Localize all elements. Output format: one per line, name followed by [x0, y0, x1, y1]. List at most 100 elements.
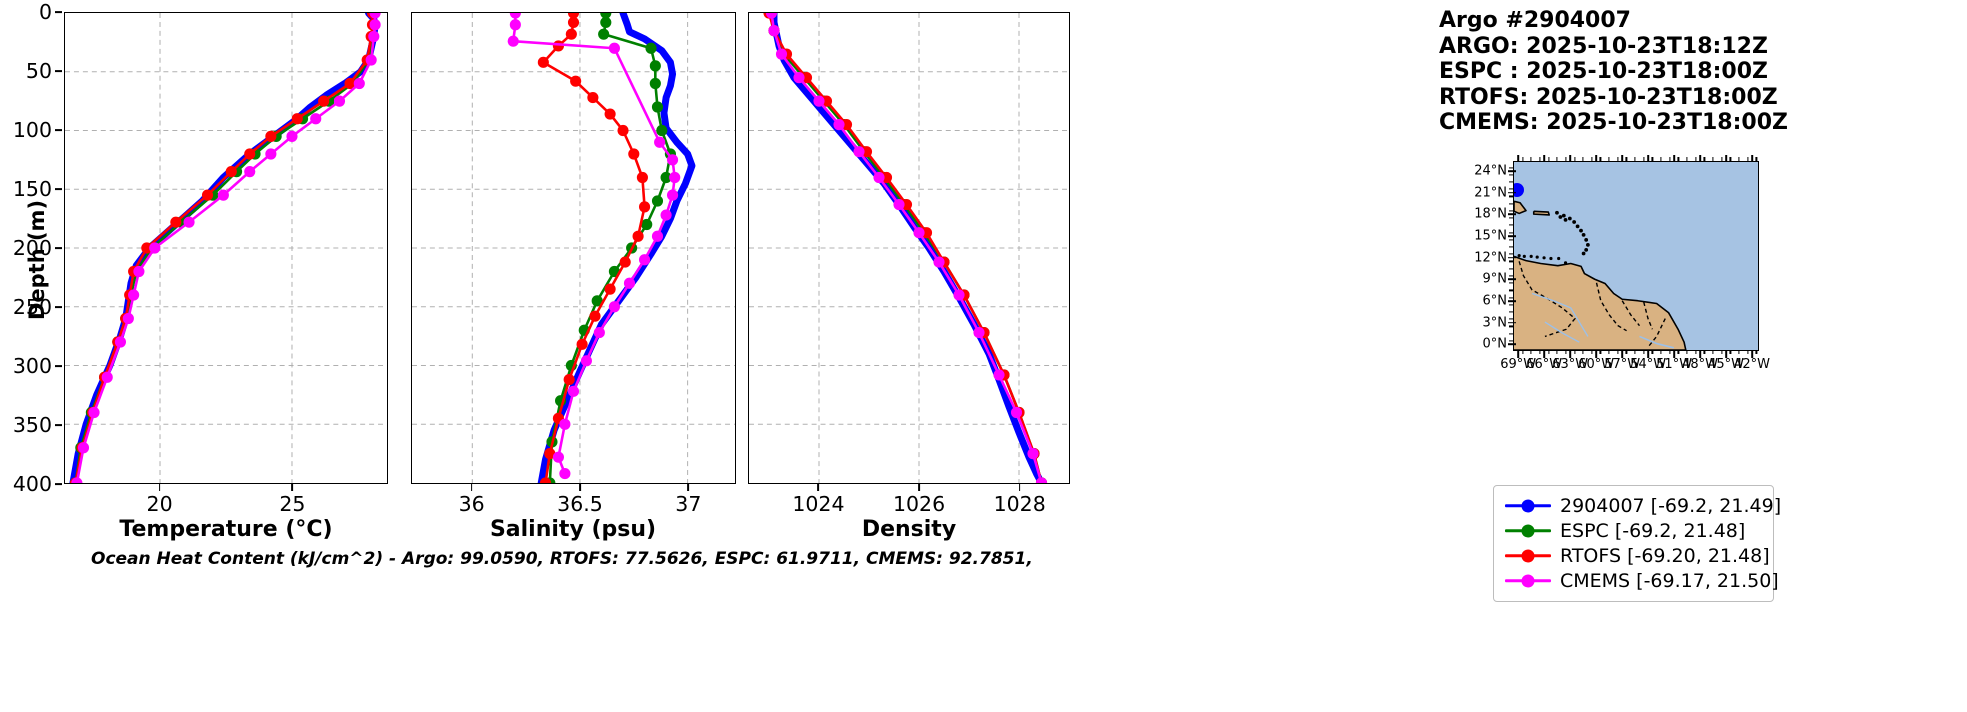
- legend-item[interactable]: CMEMS [-69.17, 21.50]: [1505, 568, 1779, 593]
- map-minor-tick: [1509, 340, 1513, 342]
- map-minor-tick: [1643, 350, 1645, 354]
- series-marker: [570, 75, 582, 87]
- map-feature: [1647, 318, 1666, 348]
- series-marker: [649, 60, 661, 72]
- map-minor-tick: [1509, 253, 1513, 255]
- map-feature: [1531, 292, 1589, 337]
- map-minor-tick: [1677, 157, 1680, 161]
- map-minor-tick: [1669, 157, 1671, 161]
- depth-tick-label: 250: [12, 295, 52, 319]
- x-tick-mark: [291, 484, 294, 491]
- temperature-plot: [65, 13, 387, 483]
- map-minor-tick: [1651, 157, 1654, 161]
- map-feature: [1621, 300, 1641, 327]
- map-feature: [1514, 200, 1527, 215]
- series-marker: [368, 30, 380, 43]
- depth-tick-label: 350: [12, 413, 52, 437]
- x-tick-label: 36.5: [557, 492, 603, 516]
- map-lon-tick-top: [1621, 155, 1623, 162]
- map-minor-tick: [1556, 157, 1558, 161]
- series-marker: [1010, 406, 1023, 419]
- legend-item[interactable]: 2904007 [-69.2, 21.49]: [1505, 493, 1781, 518]
- map-minor-tick: [1509, 188, 1513, 190]
- x-tick-mark: [470, 484, 473, 491]
- series-line: [69, 13, 379, 483]
- series-marker: [893, 198, 905, 211]
- density-plot: [749, 13, 1069, 483]
- density-panel: [748, 12, 1070, 484]
- map-lon-tick: [1595, 350, 1597, 358]
- map-island: [1575, 224, 1580, 229]
- series-marker: [638, 254, 651, 266]
- salinity-axis-title: Salinity (psu): [489, 517, 657, 542]
- header-line: ESPC : 2025-10-23T18:00Z: [1439, 59, 1768, 85]
- x-tick-label: 1026: [892, 492, 946, 516]
- series-marker: [604, 108, 616, 120]
- series-marker: [765, 13, 778, 19]
- series-marker: [537, 56, 549, 68]
- map-minor-tick: [1521, 157, 1524, 161]
- series-marker: [318, 95, 330, 107]
- legend-marker-dot: [1521, 574, 1535, 587]
- salinity-panel: [411, 12, 736, 484]
- series-marker: [617, 124, 629, 137]
- temperature-panel: [64, 12, 388, 484]
- map-minor-tick: [1729, 350, 1731, 354]
- map-minor-tick: [1509, 268, 1513, 270]
- series-marker: [913, 227, 925, 239]
- location-map[interactable]: [1513, 161, 1759, 351]
- map-lon-tick-top: [1673, 155, 1675, 162]
- series-marker: [286, 130, 298, 142]
- map-feature: [1544, 321, 1580, 343]
- map-minor-tick: [1747, 157, 1749, 161]
- series-marker: [933, 256, 945, 268]
- map-minor-tick: [1599, 350, 1602, 354]
- series-marker: [813, 95, 825, 107]
- map-minor-tick: [1509, 181, 1513, 183]
- map-feature: [1595, 282, 1627, 332]
- series-marker: [170, 216, 182, 228]
- series-marker: [563, 374, 575, 386]
- series-marker: [608, 301, 620, 313]
- series-marker: [71, 477, 83, 483]
- legend-swatch: [1505, 522, 1551, 540]
- depth-tick-mark: [55, 483, 62, 485]
- series-marker: [225, 166, 237, 178]
- map-island: [1555, 210, 1559, 215]
- map-lon-label: 66°W: [1526, 357, 1563, 372]
- series-marker: [509, 19, 521, 31]
- x-tick-label: 25: [279, 492, 306, 516]
- map-minor-tick: [1625, 350, 1628, 354]
- series-marker: [660, 209, 672, 221]
- series-marker: [567, 13, 580, 19]
- map-minor-tick: [1608, 157, 1610, 161]
- map-minor-tick: [1660, 350, 1662, 354]
- depth-tick-mark: [55, 365, 62, 367]
- map-minor-tick: [1608, 350, 1610, 354]
- series-marker: [651, 195, 664, 207]
- series-marker: [666, 154, 679, 166]
- series-marker: [993, 369, 1005, 381]
- map-minor-tick: [1677, 350, 1680, 354]
- series-marker: [656, 124, 668, 137]
- map-minor-tick: [1660, 157, 1662, 161]
- map-lon-label: 57°W: [1604, 357, 1641, 372]
- depth-tick-label: 50: [25, 59, 52, 83]
- map-island: [1517, 254, 1521, 258]
- map-minor-tick: [1712, 157, 1714, 161]
- map-minor-tick: [1509, 195, 1513, 197]
- map-minor-tick: [1509, 231, 1513, 234]
- legend-item[interactable]: ESPC [-69.2, 21.48]: [1505, 518, 1762, 543]
- map-minor-tick: [1509, 282, 1513, 284]
- series-marker: [604, 283, 616, 295]
- legend-item[interactable]: RTOFS [-69.20, 21.48]: [1505, 543, 1770, 568]
- map-feature: [1639, 335, 1674, 349]
- map-minor-tick: [1634, 157, 1636, 161]
- map-lat-label: 9°N: [1482, 271, 1508, 287]
- x-tick-label: 1028: [993, 492, 1046, 516]
- map-island: [1586, 243, 1590, 247]
- map-minor-tick: [1547, 157, 1550, 161]
- series-marker: [244, 166, 256, 178]
- depth-tick-label: 100: [12, 118, 52, 142]
